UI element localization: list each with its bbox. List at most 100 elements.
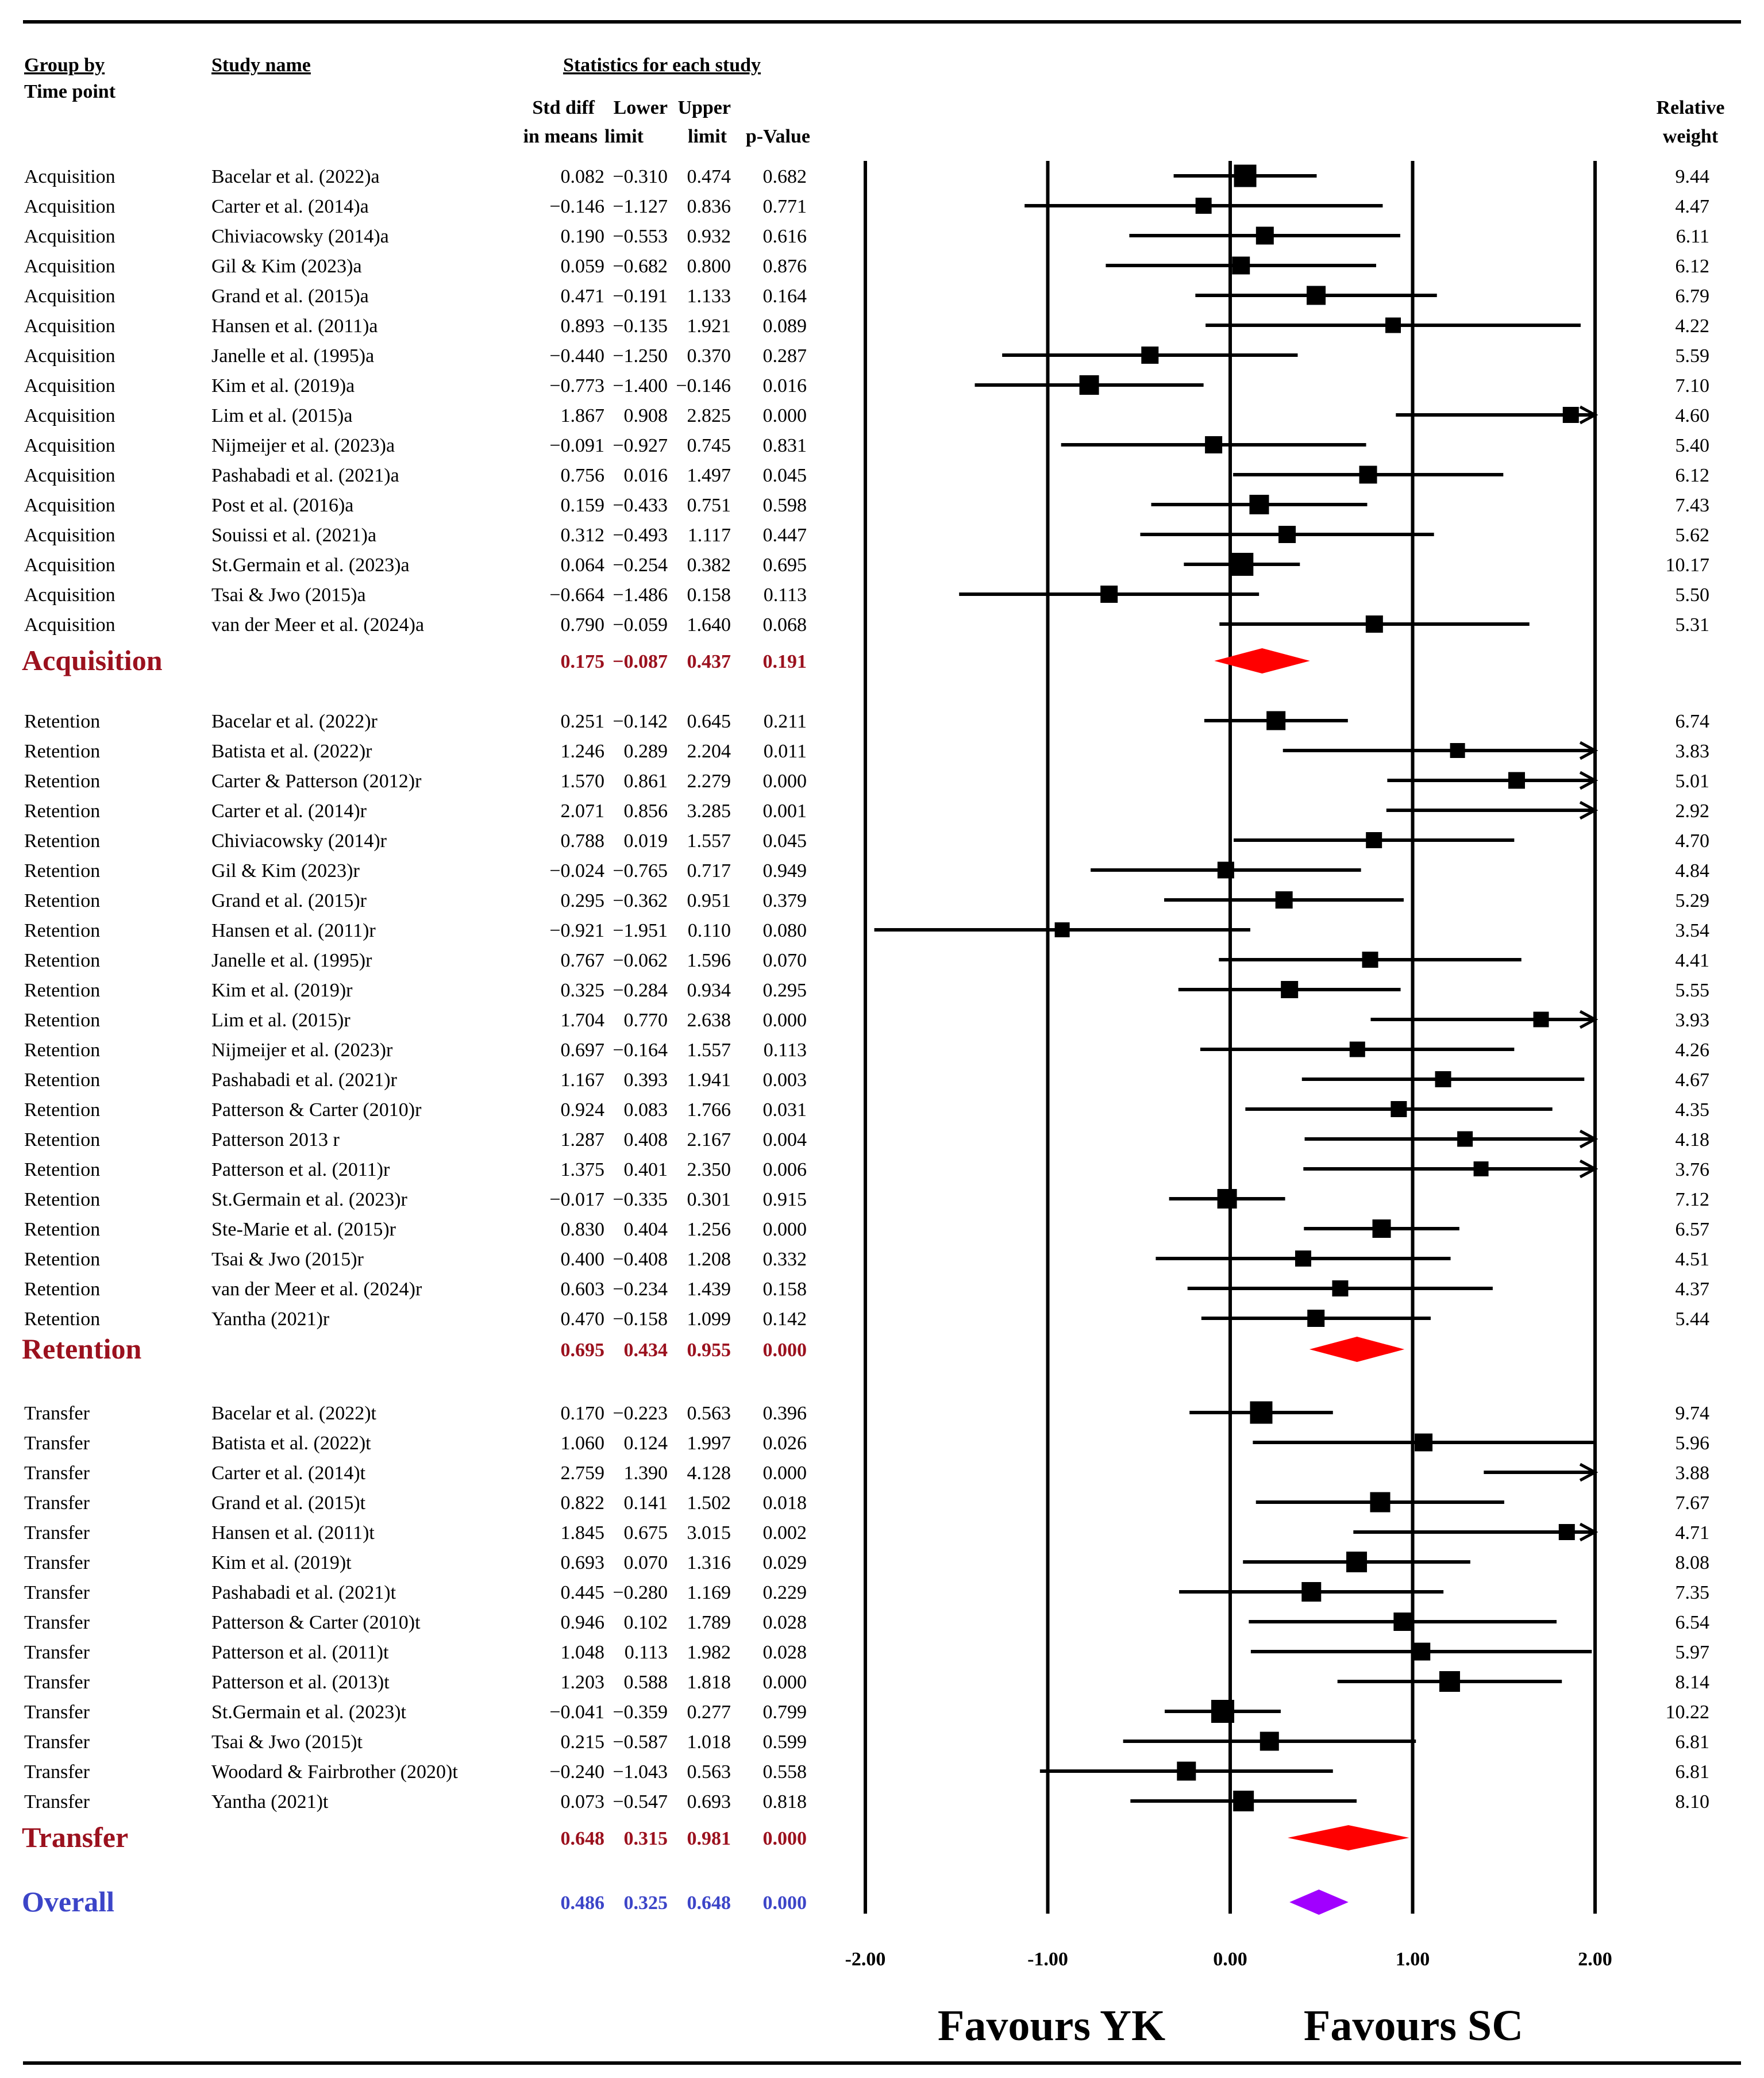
- row-std-diff: 0.064: [561, 555, 605, 576]
- row-p-value: 0.011: [764, 741, 807, 762]
- row-group-label: Transfer: [24, 1552, 90, 1573]
- row-upper-limit: 3.015: [687, 1522, 731, 1544]
- row-weight: 4.71: [1676, 1522, 1710, 1544]
- row-study-name: Gil & Kim (2023)a: [211, 256, 362, 277]
- row-std-diff: 1.845: [561, 1522, 605, 1544]
- row-group-label: Transfer: [24, 1702, 90, 1723]
- row-p-value: 0.000: [763, 405, 807, 426]
- summary-p-value: 0.000: [763, 1892, 807, 1914]
- study-row: Acquisition Post et al. (2016)a 0.159 −0.43…: [24, 495, 1709, 516]
- row-group-label: Retention: [24, 920, 100, 941]
- row-lower-limit: 0.083: [624, 1099, 668, 1121]
- row-upper-limit: 1.766: [687, 1099, 731, 1121]
- row-upper-limit: 1.502: [687, 1492, 731, 1514]
- study-row: Retention Carter & Patterson (2012)r 1.570…: [24, 771, 1709, 792]
- row-study-name: van der Meer et al. (2024)r: [211, 1279, 422, 1300]
- row-lower-limit: −0.335: [613, 1189, 668, 1210]
- tick-label: -2.00: [845, 1949, 886, 1970]
- study-row: Retention van der Meer et al. (2024)r 0.60…: [24, 1279, 1709, 1300]
- study-row: Retention Ste-Marie et al. (2015)r 0.830 0.…: [24, 1219, 1709, 1240]
- summary-upper-limit: 0.648: [687, 1892, 731, 1914]
- row-lower-limit: −1.400: [613, 375, 668, 397]
- row-p-value: 0.799: [763, 1702, 807, 1723]
- study-row: Transfer Woodard & Fairbrother (2020)t −0.…: [24, 1761, 1709, 1783]
- summary-diamond: [1309, 1337, 1405, 1362]
- effect-marker: [1233, 1791, 1254, 1811]
- row-upper-limit: 1.557: [687, 1040, 731, 1061]
- study-row: Retention Nijmeijer et al. (2023)r 0.697 −0…: [24, 1040, 1709, 1061]
- row-weight: 8.10: [1676, 1791, 1710, 1813]
- row-upper-limit: 1.557: [687, 830, 731, 852]
- row-lower-limit: −1.250: [613, 345, 668, 367]
- header-in-means: in means: [523, 126, 598, 147]
- row-p-value: 0.001: [763, 801, 807, 822]
- row-upper-limit: 1.640: [687, 614, 731, 636]
- row-p-value: 0.031: [763, 1099, 807, 1121]
- effect-marker: [1365, 615, 1383, 633]
- row-group-label: Retention: [24, 741, 100, 762]
- row-study-name: Tsai & Jwo (2015)r: [211, 1249, 364, 1270]
- study-row: Transfer Batista et al. (2022)t 1.060 0.124…: [24, 1433, 1709, 1454]
- header-relative: Relative: [1657, 97, 1725, 118]
- row-lower-limit: −0.135: [613, 315, 668, 337]
- tick-label: 1.00: [1396, 1949, 1430, 1970]
- row-study-name: Pashabadi et al. (2021)r: [211, 1069, 398, 1091]
- row-std-diff: 1.246: [561, 741, 605, 762]
- row-p-value: 0.045: [763, 830, 807, 852]
- row-lower-limit: 0.289: [624, 741, 668, 762]
- summary-lower-limit: 0.325: [624, 1892, 668, 1914]
- row-lower-limit: 0.113: [625, 1642, 668, 1663]
- row-group-label: Transfer: [24, 1433, 90, 1454]
- row-group-label: Retention: [24, 1099, 100, 1121]
- row-group-label: Retention: [24, 1159, 100, 1180]
- row-lower-limit: −0.359: [613, 1702, 668, 1723]
- row-p-value: 0.949: [763, 860, 807, 882]
- study-row: Retention Kim et al. (2019)r 0.325 −0.284 0.…: [24, 980, 1709, 1001]
- row-p-value: 0.695: [763, 555, 807, 576]
- row-lower-limit: −0.408: [613, 1249, 668, 1270]
- row-lower-limit: −0.223: [613, 1403, 668, 1424]
- row-upper-limit: 0.800: [687, 256, 731, 277]
- summary-diamond: [1289, 1890, 1349, 1915]
- row-std-diff: −0.024: [549, 860, 604, 882]
- row-std-diff: 0.924: [561, 1099, 605, 1121]
- row-std-diff: −0.041: [549, 1702, 604, 1723]
- row-study-name: Lim et al. (2015)r: [211, 1010, 351, 1031]
- row-lower-limit: 0.408: [624, 1129, 668, 1150]
- study-row: Retention Hansen et al. (2011)r −0.921 −1.9…: [24, 920, 1709, 941]
- row-lower-limit: 0.588: [624, 1672, 668, 1693]
- row-p-value: 0.599: [763, 1731, 807, 1753]
- row-group-label: Acquisition: [24, 226, 115, 247]
- effect-marker: [1307, 286, 1326, 305]
- row-study-name: Hansen et al. (2011)t: [211, 1522, 375, 1544]
- study-row: Acquisition St.Germain et al. (2023)a 0.06…: [24, 553, 1709, 576]
- row-lower-limit: −0.191: [613, 286, 668, 307]
- row-upper-limit: 1.982: [687, 1642, 731, 1663]
- summary-diamond: [1214, 648, 1310, 674]
- header-upper-limit: limit: [688, 126, 727, 147]
- column-headers: Group by Time point Study name Statistic…: [24, 55, 1724, 147]
- row-std-diff: 1.570: [561, 771, 605, 792]
- row-group-label: Transfer: [24, 1403, 90, 1424]
- study-row: Retention St.Germain et al. (2023)r −0.017…: [24, 1189, 1709, 1210]
- effect-marker: [1415, 1433, 1433, 1452]
- row-study-name: Pashabadi et al. (2021)t: [211, 1582, 396, 1603]
- row-study-name: Chiviacowsky (2014)a: [211, 226, 389, 247]
- row-group-label: Transfer: [24, 1761, 90, 1783]
- study-row: Retention Batista et al. (2022)r 1.246 0.28…: [24, 741, 1709, 762]
- row-weight: 5.59: [1676, 345, 1710, 367]
- row-upper-limit: 0.563: [687, 1761, 731, 1783]
- row-std-diff: 0.822: [561, 1492, 605, 1514]
- row-weight: 3.83: [1676, 741, 1710, 762]
- summary-std-diff: 0.486: [561, 1892, 605, 1914]
- row-group-label: Retention: [24, 771, 100, 792]
- row-lower-limit: −0.284: [613, 980, 668, 1001]
- row-upper-limit: 1.818: [687, 1672, 731, 1693]
- row-weight: 3.93: [1676, 1010, 1710, 1031]
- row-study-name: van der Meer et al. (2024)a: [211, 614, 424, 636]
- row-weight: 5.40: [1676, 435, 1710, 456]
- summary-upper-limit: 0.437: [687, 651, 731, 672]
- ci-arrow-right: [1579, 771, 1599, 790]
- row-group-label: Retention: [24, 1279, 100, 1300]
- row-weight: 4.37: [1676, 1279, 1710, 1300]
